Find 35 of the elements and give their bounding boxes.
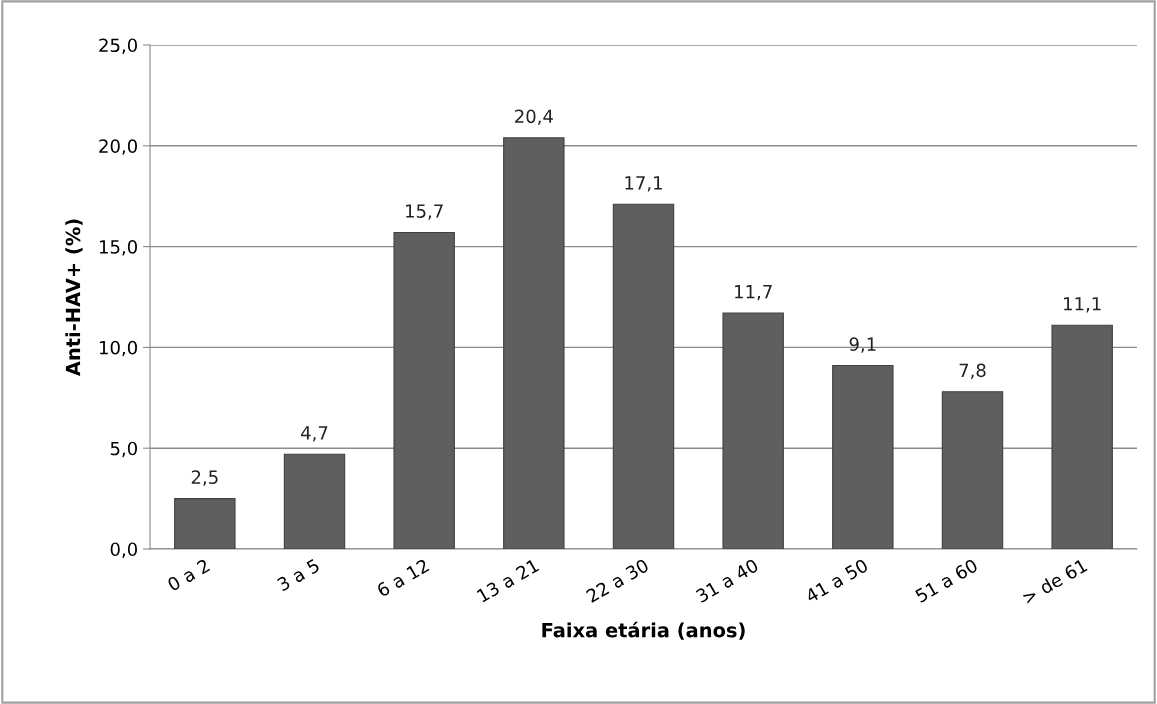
data-label: 17,1 [625, 176, 662, 192]
data-label: 7,8 [959, 363, 986, 379]
y-tick-label: 15,0 [99, 240, 137, 256]
bar [1051, 324, 1113, 549]
y-tick-label: 10,0 [99, 340, 137, 357]
x-tick-label: 31 a 40 [695, 558, 760, 603]
x-tick-label: 6 a 12 [376, 558, 430, 598]
y-axis-title: Anti-HAV+ (%) [65, 219, 83, 377]
x-tick-label: 51 a 60 [914, 558, 979, 603]
y-tick-label: 25,0 [99, 38, 137, 54]
data-label: 2,5 [191, 470, 218, 486]
bar [393, 231, 455, 549]
y-tick-label: 0,0 [110, 542, 137, 558]
bar [503, 137, 565, 549]
data-label: 4,7 [301, 426, 328, 442]
x-tick-label: 13 a 21 [476, 558, 540, 603]
data-label: 15,7 [406, 204, 443, 220]
x-tick-label: 3 a 5 [276, 558, 321, 592]
bar [283, 453, 346, 549]
data-label: 9,1 [849, 337, 876, 353]
y-tick-label: 5,0 [110, 441, 137, 458]
x-tick-label: 41 a 50 [804, 558, 869, 604]
x-tick-label: > de 61 [1021, 558, 1088, 605]
bar [941, 391, 1004, 549]
x-axis-title: Faixa etária (anos) [542, 621, 745, 640]
x-tick-label: 0 a 2 [166, 558, 211, 592]
bar [612, 203, 675, 549]
x-tick-label: 22 a 30 [585, 558, 650, 604]
data-label: 20,4 [515, 109, 553, 125]
data-label: 11,1 [1064, 297, 1101, 313]
bar [174, 498, 236, 549]
bar [832, 364, 894, 549]
data-label: 11,7 [735, 285, 772, 301]
y-tick-label: 20,0 [99, 139, 137, 155]
bar [722, 312, 784, 549]
